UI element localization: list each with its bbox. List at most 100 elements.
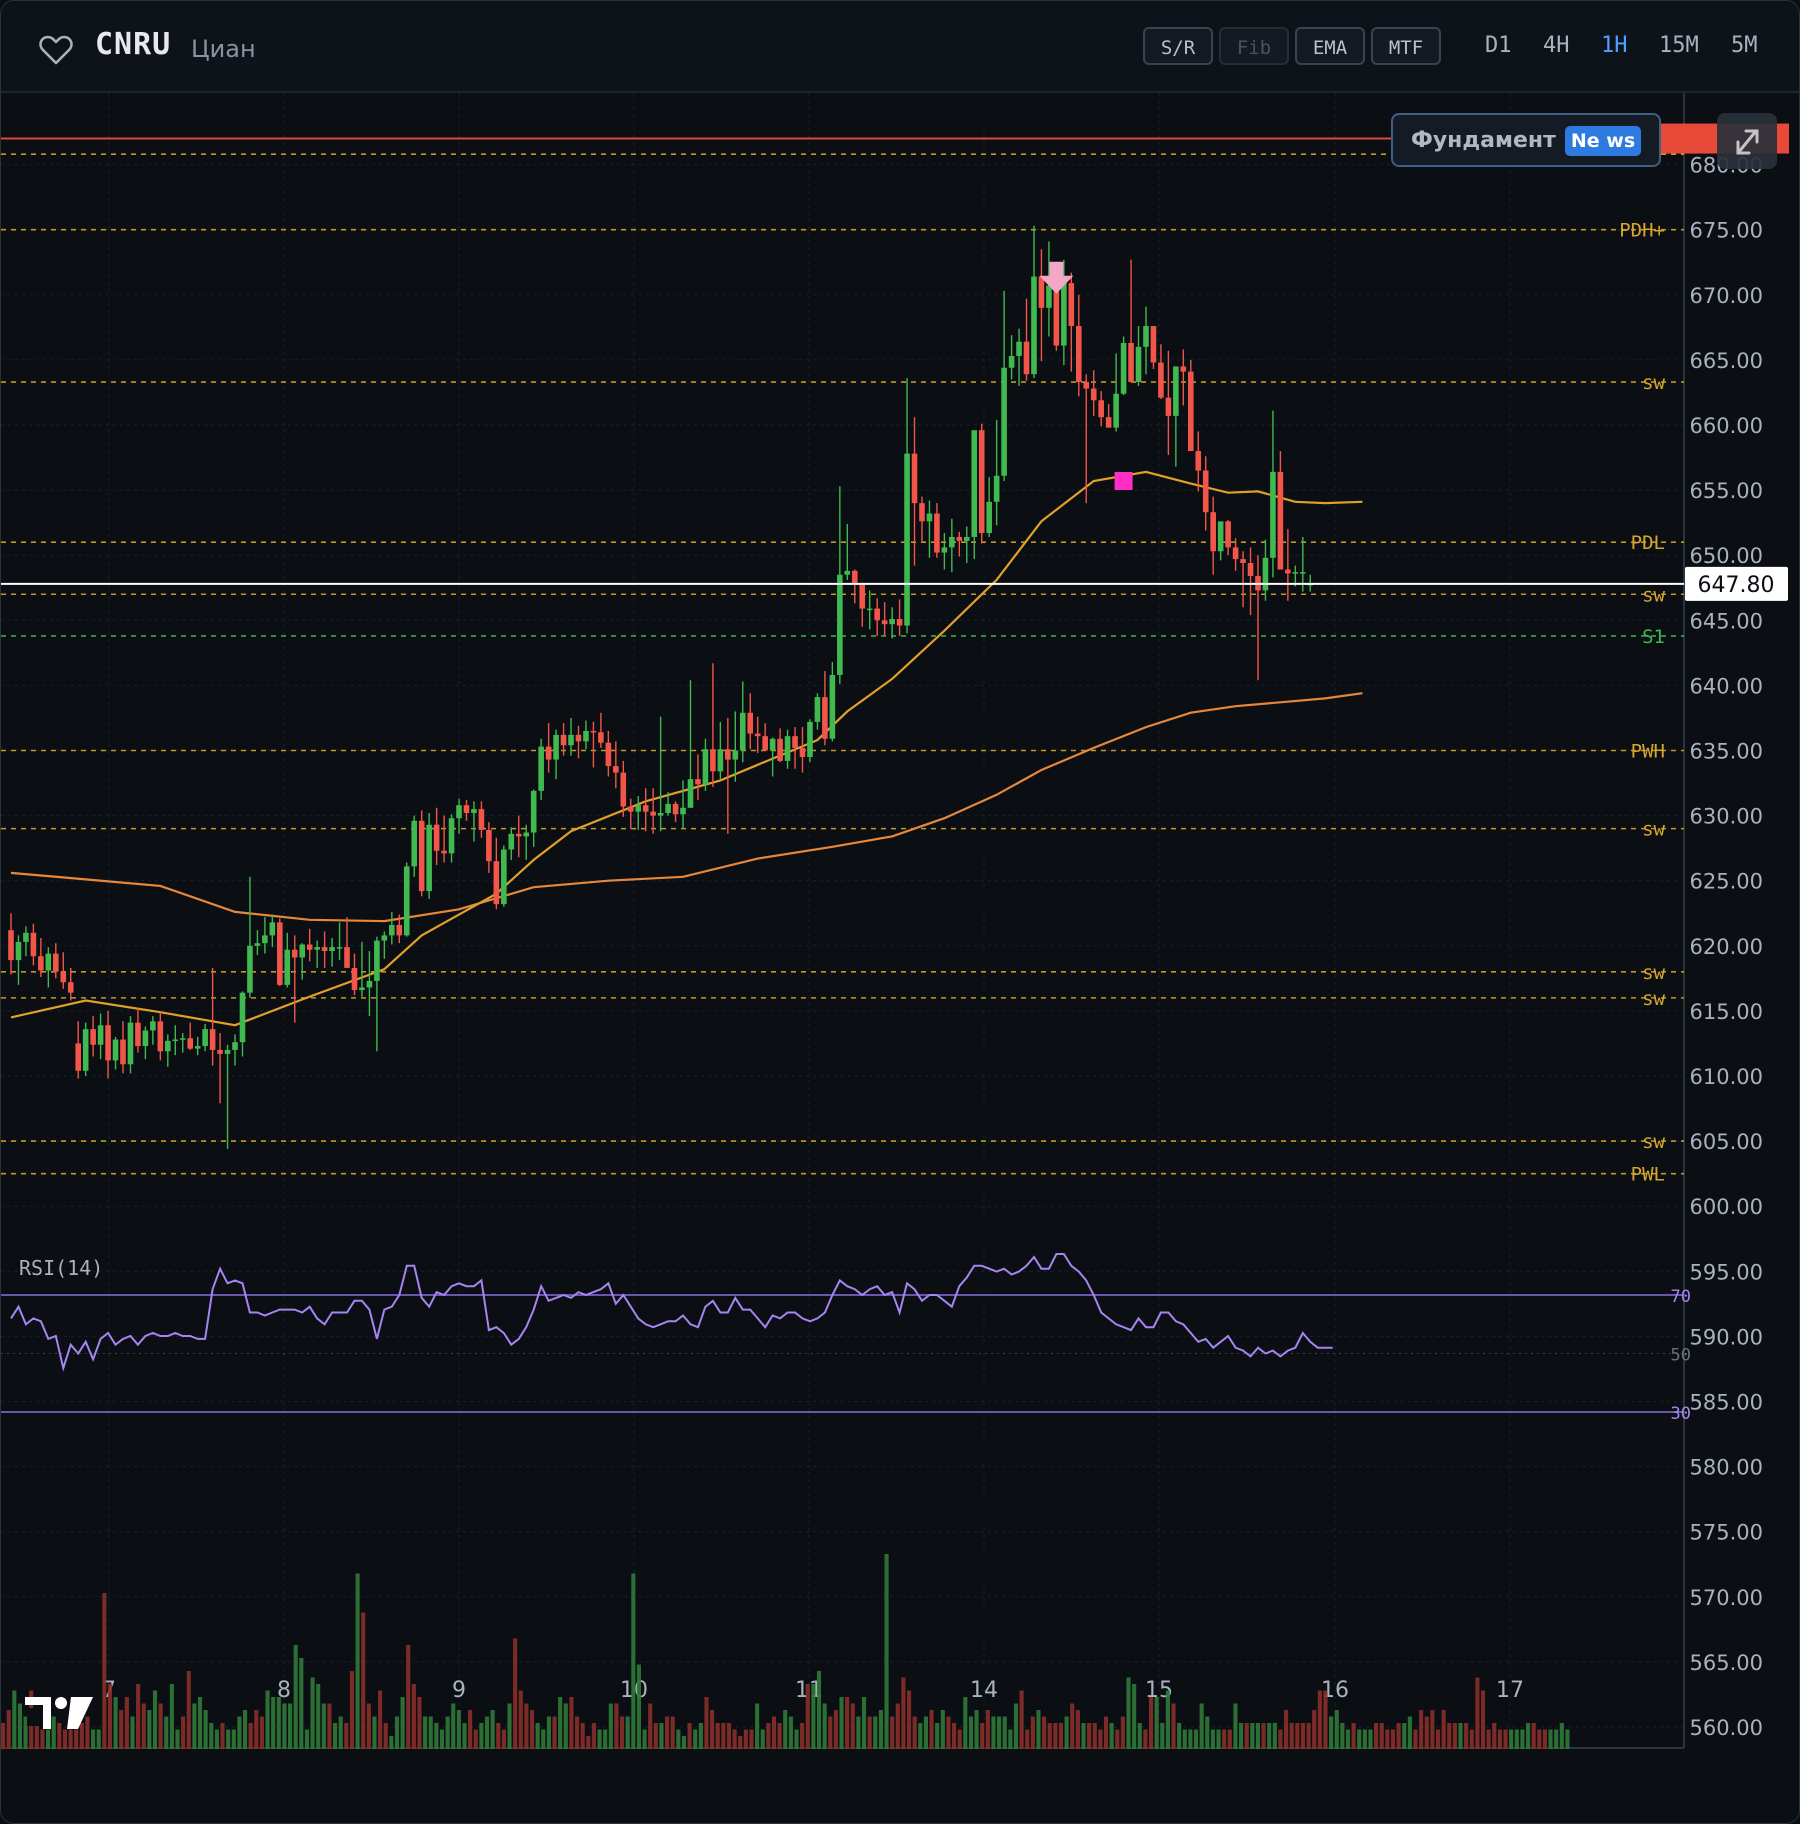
- volume-bar: [152, 1690, 158, 1749]
- volume-bar: [1469, 1729, 1474, 1749]
- volume-bar: [1402, 1723, 1407, 1749]
- timeframe-4h[interactable]: 4H: [1543, 33, 1570, 58]
- volume-bar: [1182, 1729, 1187, 1749]
- volume-bar: [17, 1703, 23, 1749]
- candle-body: [1016, 341, 1022, 356]
- candle-body: [732, 750, 739, 760]
- candle-body: [433, 824, 440, 851]
- candle-body: [560, 734, 567, 746]
- volume-bar: [738, 1736, 743, 1749]
- volume-bar: [282, 1703, 287, 1749]
- volume-bar: [248, 1723, 253, 1749]
- volume-bar: [1143, 1729, 1148, 1749]
- candle-body: [1105, 417, 1112, 428]
- fundamentals-button[interactable]: Фундамент Ne ws: [1391, 113, 1661, 167]
- volume-bar: [901, 1677, 906, 1749]
- ema-toggle-button[interactable]: EMA: [1295, 27, 1365, 65]
- volume-bar: [1081, 1723, 1086, 1749]
- volume-bar: [507, 1703, 512, 1749]
- volume-bar: [1126, 1677, 1131, 1749]
- level-label: sw: [1642, 962, 1665, 984]
- candle-body: [359, 987, 365, 991]
- y-tick-label: 615.00: [1690, 1000, 1763, 1024]
- volume-bar: [552, 1716, 557, 1749]
- volume-bar: [698, 1723, 703, 1749]
- volume-bar: [963, 1697, 968, 1749]
- candle-body: [366, 980, 373, 988]
- volume-bar: [794, 1729, 799, 1749]
- volume-bar: [1255, 1723, 1261, 1749]
- timeframe-15m[interactable]: 15M: [1659, 33, 1699, 58]
- volume-bar: [923, 1716, 928, 1749]
- candle-body: [829, 674, 836, 739]
- candle-body: [1061, 283, 1067, 346]
- volume-bar: [1531, 1723, 1536, 1749]
- volume-bar: [316, 1684, 321, 1749]
- volume-bar: [451, 1703, 456, 1749]
- volume-bar: [1278, 1729, 1283, 1749]
- volume-bar: [175, 1729, 180, 1749]
- heart-icon[interactable]: [39, 35, 73, 65]
- volume-bar: [1216, 1729, 1221, 1749]
- candle-body: [963, 536, 970, 541]
- volume-bar: [614, 1703, 619, 1749]
- candle-body: [456, 805, 462, 819]
- volume-bar: [209, 1723, 214, 1749]
- timeframe-1h[interactable]: 1H: [1601, 33, 1628, 58]
- volume-bar: [1300, 1723, 1306, 1749]
- mtf-toggle-button[interactable]: MTF: [1371, 27, 1441, 65]
- volume-bar: [991, 1716, 996, 1749]
- volume-bar: [1419, 1710, 1424, 1749]
- candle-body: [486, 829, 492, 862]
- candle-body: [1090, 388, 1097, 401]
- volume-bar: [1390, 1729, 1396, 1749]
- volume-bar: [1261, 1723, 1266, 1749]
- volume-bar: [659, 1723, 664, 1749]
- candle-body: [179, 1038, 186, 1040]
- timeframe-d1[interactable]: D1: [1485, 33, 1512, 58]
- candle-body: [269, 922, 276, 936]
- level-label: sw: [1642, 819, 1665, 841]
- volume-bar: [1025, 1729, 1030, 1749]
- candle-body: [739, 712, 746, 751]
- candle-body: [515, 833, 522, 837]
- y-tick-label: 625.00: [1690, 870, 1763, 894]
- volume-bar: [310, 1677, 315, 1749]
- candle-body: [1128, 342, 1134, 383]
- chart-header: CNRU Циан S/R Fib EMA MTF D1 4H 1H 15M 5…: [1, 1, 1799, 93]
- expand-icon[interactable]: [1717, 113, 1777, 169]
- sr-toggle-button[interactable]: S/R: [1143, 27, 1213, 65]
- volume-bar: [327, 1703, 332, 1749]
- volume-bar: [811, 1684, 816, 1749]
- volume-bar: [1480, 1690, 1486, 1749]
- volume-bar: [259, 1716, 264, 1749]
- volume-bar: [136, 1684, 141, 1749]
- candle-body: [978, 430, 985, 534]
- fib-toggle-button[interactable]: Fib: [1219, 27, 1289, 65]
- plot-background: [1, 93, 1799, 1823]
- volume-bar: [1357, 1729, 1362, 1749]
- volume-bar: [355, 1573, 360, 1749]
- candle-body: [695, 779, 701, 785]
- timeframe-5m[interactable]: 5M: [1731, 33, 1758, 58]
- candle-body: [165, 1040, 171, 1052]
- y-tick-label: 595.00: [1690, 1260, 1763, 1284]
- candle-body: [762, 736, 768, 751]
- price-chart[interactable]: 560.00 565.00 570.00 575.00 580.00 585.00 590.…: [1, 93, 1799, 1823]
- volume-bar: [6, 1710, 11, 1749]
- y-tick-label: 675.00: [1690, 219, 1763, 243]
- candle-body: [1210, 512, 1216, 552]
- candle-body: [23, 932, 29, 942]
- y-tick-label: 560.00: [1690, 1716, 1763, 1740]
- volume-bar: [1109, 1723, 1114, 1749]
- last-price-label: 647.80: [1698, 573, 1775, 598]
- volume-bar: [181, 1716, 186, 1749]
- candle-body: [224, 1049, 231, 1054]
- volume-bar: [226, 1729, 231, 1749]
- volume-bar: [1058, 1723, 1064, 1749]
- volume-bar: [445, 1716, 450, 1749]
- volume-bar: [760, 1729, 765, 1749]
- candle-body: [187, 1038, 194, 1049]
- volume-bar: [1351, 1723, 1356, 1749]
- volume-bar: [1233, 1703, 1238, 1749]
